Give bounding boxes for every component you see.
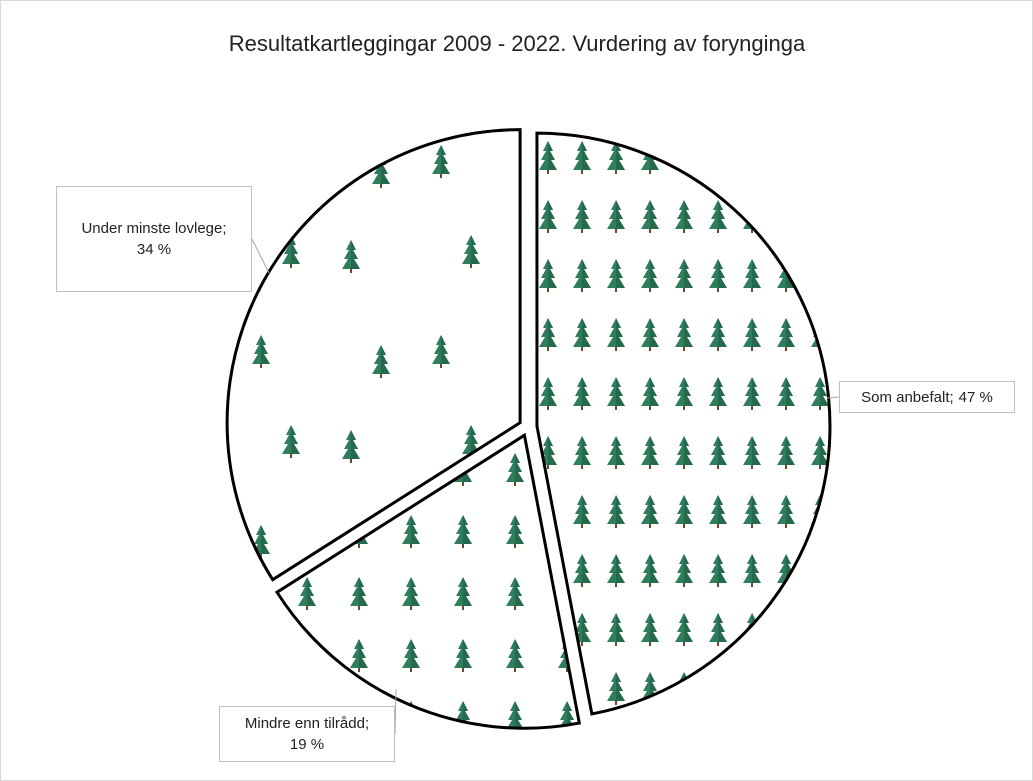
pie-slice	[537, 133, 830, 714]
data-label: Under minste lovlege34 %	[56, 186, 252, 292]
label-value: 47 %	[959, 387, 993, 408]
label-value: 19 %	[290, 734, 324, 755]
leader-line	[252, 239, 269, 273]
label-category: Under minste lovlege	[81, 218, 226, 239]
data-label: Mindre enn tilrådd19 %	[219, 706, 395, 762]
label-category: Som anbefalt	[861, 387, 954, 408]
chart: Resultatkartleggingar 2009 - 2022. Vurde…	[0, 0, 1033, 781]
data-label: Som anbefalt47 %	[839, 381, 1015, 413]
label-value: 34 %	[137, 239, 171, 260]
chart-title: Resultatkartleggingar 2009 - 2022. Vurde…	[229, 31, 806, 56]
label-category: Mindre enn tilrådd	[245, 713, 369, 734]
